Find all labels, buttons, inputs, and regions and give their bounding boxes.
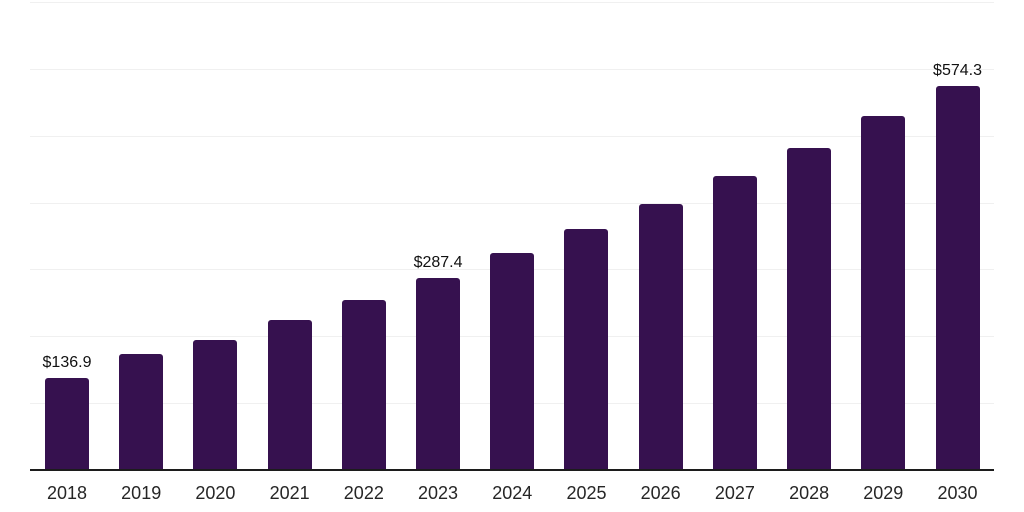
bar-2023 [416,277,461,470]
bar-2022 [341,300,386,470]
gridline [29,2,994,3]
bar-2026 [638,203,683,470]
gridline [29,68,994,70]
bar-2027 [712,176,757,470]
bar-2029 [861,115,906,470]
x-tick-2028: 2028 [789,483,830,503]
x-tick-2026: 2026 [640,483,681,503]
x-tick-2018: 2018 [46,483,88,503]
value-label-2018: $136.9 [42,354,92,372]
bar-2028 [787,147,832,470]
x-tick-2019: 2019 [121,483,162,503]
x-tick-2021: 2021 [269,483,310,503]
x-tick-2023: 2023 [418,483,459,503]
x-axis-line [29,469,994,471]
x-tick-2025: 2025 [566,483,607,503]
gridline [29,135,994,137]
bar-2024 [490,253,535,470]
value-label-2023: $287.4 [413,253,463,271]
x-tick-2020: 2020 [195,483,236,503]
x-tick-2029: 2029 [863,483,904,503]
x-tick-2024: 2024 [492,483,533,503]
bar-2025 [564,229,609,470]
value-label-2030: $574.3 [933,62,982,80]
x-tick-2030: 2030 [937,483,978,503]
bar-2030 [935,86,980,470]
gridline [29,202,994,204]
x-tick-2027: 2027 [714,483,755,503]
bar-2018 [45,378,89,470]
bar-2019 [119,354,164,470]
x-tick-2022: 2022 [343,483,384,503]
bar-2021 [267,319,312,470]
bar-2020 [193,340,238,470]
